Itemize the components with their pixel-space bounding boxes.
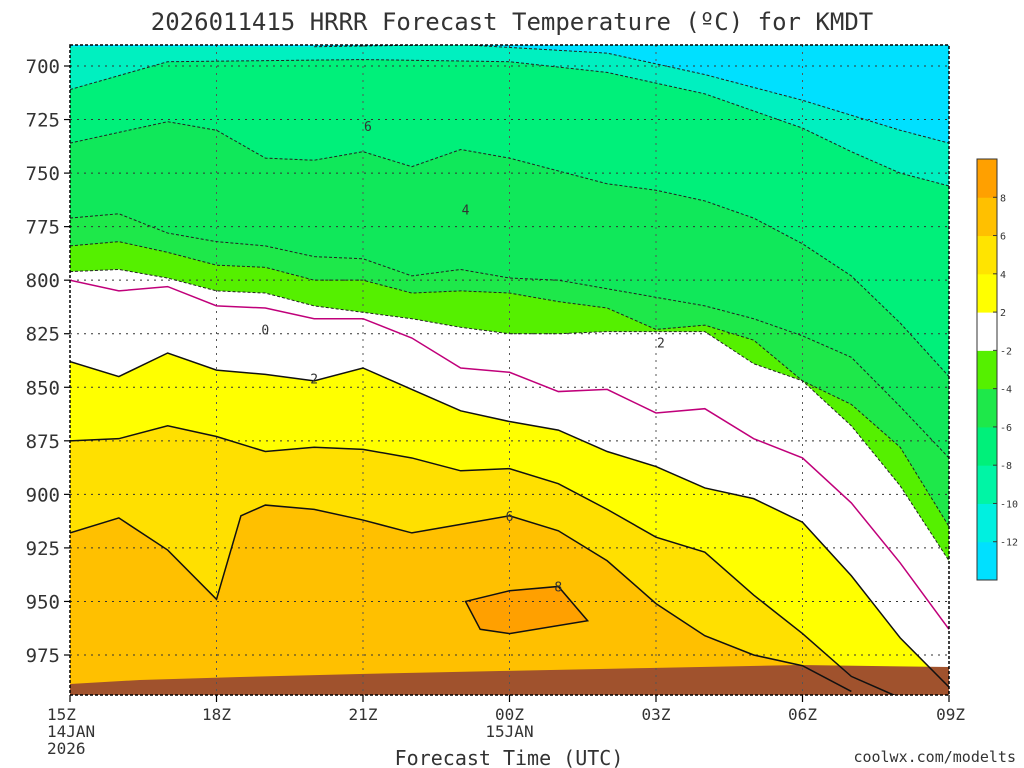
filled-temperature-bands: [70, 45, 949, 695]
y-tick-label: 700: [26, 56, 60, 78]
y-tick-label: 800: [26, 270, 60, 292]
isotherm-8: [464, 585, 590, 635]
colorbar-swatch: [977, 465, 997, 504]
colorbar-swatch: [977, 426, 997, 466]
colorbar-swatch: [977, 159, 997, 198]
colorbar-swatch: [977, 273, 997, 313]
band-above-8: [465, 586, 588, 634]
x-axis-label: Forecast Time (UTC): [395, 746, 624, 768]
colorbar-label: 2: [1000, 308, 1006, 319]
x-tick-date: 15JAN: [485, 722, 533, 741]
x-tick-label: 15Z: [47, 705, 76, 724]
contour-label: 0: [261, 323, 269, 338]
colorbar-swatch: [977, 388, 997, 428]
y-tick-label: 925: [26, 538, 60, 560]
colorbar-swatch: [977, 503, 997, 543]
colorbar-label: -4: [1000, 385, 1012, 396]
y-tick-label: 825: [26, 324, 60, 346]
isotherm-minus-8: [70, 121, 949, 377]
contour-label: 4: [462, 204, 470, 219]
y-axis: 700 725 750 775 800 825 850 875 900 925 950 975: [26, 56, 70, 667]
isotherm-minus-12: [314, 45, 949, 144]
x-tick-label: 21Z: [349, 705, 378, 724]
isotherm-minus-2: [70, 268, 949, 562]
colorbar-frame: [976, 158, 998, 581]
colorbar-swatch: [977, 312, 997, 351]
colorbar-label: 8: [1000, 193, 1006, 204]
x-tick-date: 14JAN: [47, 722, 95, 741]
x-tick-label: 03Z: [642, 705, 671, 724]
isotherm-minus-6: [70, 213, 949, 459]
y-tick-label: 850: [26, 377, 60, 399]
chart-title: 2026011415 HRRR Forecast Temperature (ºC…: [151, 8, 873, 36]
colorbar-swatch: [977, 235, 997, 275]
contour-label: 6: [506, 510, 514, 525]
isotherm-6: [70, 504, 852, 693]
isotherm-minus-10: [70, 59, 949, 187]
x-tick-label: 09Z: [936, 705, 965, 724]
y-tick-label: 900: [26, 484, 60, 506]
plot-frame: [69, 44, 950, 696]
x-tick-year: 2026: [47, 739, 86, 758]
isotherm-4: [70, 425, 896, 695]
credit-link[interactable]: coolwx.com/modelts: [853, 748, 1016, 766]
y-tick-label: 975: [26, 645, 60, 667]
isotherm-2: [70, 352, 949, 688]
colorbar-swatch: [977, 541, 997, 581]
x-tick-label: 00Z: [495, 705, 524, 724]
colorbar-label: 4: [1000, 270, 1006, 281]
x-tick-label: 18Z: [202, 705, 231, 724]
colorbar-label: -2: [1000, 346, 1012, 357]
y-tick-label: 775: [26, 217, 60, 239]
colorbar-legend: -12 -10 -8 -6 -4 -2 2 4 6 8: [976, 158, 1018, 581]
y-tick-label: 750: [26, 163, 60, 185]
contour-label: 2: [310, 373, 318, 388]
contour-labels: 6 4 0 2 2 6 8: [261, 120, 664, 595]
contour-label: 6: [364, 120, 372, 135]
colorbar-label: 6: [1000, 232, 1006, 243]
colorbar-label: -8: [1000, 461, 1012, 472]
y-tick-label: 950: [26, 591, 60, 613]
colorbar-label: -10: [1000, 499, 1018, 510]
isotherm-contours: [70, 45, 949, 695]
ground-terrain: [70, 665, 949, 695]
contour-label: 8: [554, 580, 562, 595]
colorbar-label: -12: [1000, 538, 1018, 549]
isotherm-0: [70, 279, 949, 630]
contour-label: 2: [657, 336, 665, 351]
y-tick-label: 875: [26, 431, 60, 453]
y-tick-label: 725: [26, 110, 60, 132]
colorbar-label: -6: [1000, 423, 1012, 434]
colorbar-swatch: [977, 197, 997, 237]
colorbar-swatch: [977, 350, 997, 390]
ground-surface: [70, 665, 949, 695]
x-tick-label: 06Z: [788, 705, 817, 724]
